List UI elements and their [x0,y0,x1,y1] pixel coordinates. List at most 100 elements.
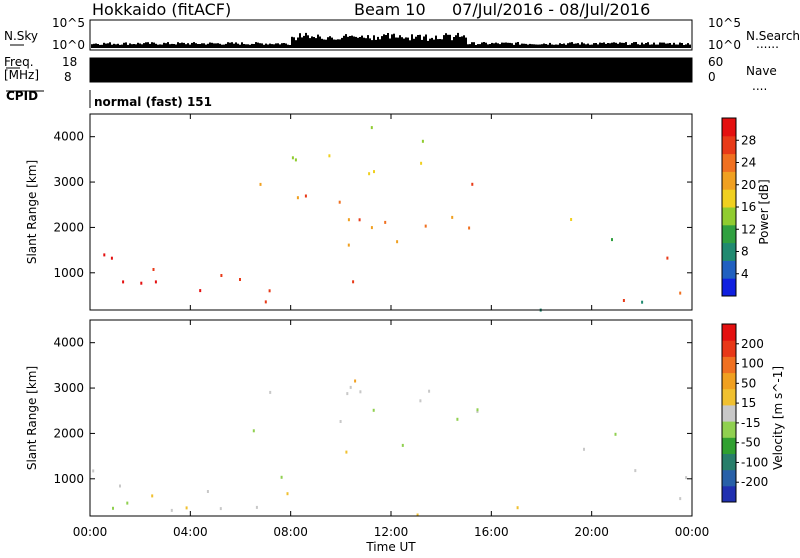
noise-bar [447,34,449,48]
noise-bar [565,44,567,48]
scatter-cell [401,443,404,447]
noise-bar [575,43,577,48]
noise-bar [217,43,219,48]
y-tick-label: 2000 [53,426,84,440]
noise-bar [183,42,185,48]
scatter-cell [259,182,262,186]
noise-bar [287,44,289,48]
noise-bar [467,44,469,48]
scatter-cell [349,385,352,389]
noise-bar [397,37,399,48]
noise-left-label: N.Sky [4,29,38,43]
noise-bar [187,43,189,48]
noise-bar [585,44,587,48]
noise-bar [427,40,429,48]
noise-bar [261,43,263,48]
noise-bar [343,35,345,48]
noise-bar [299,33,301,48]
noise-bar [559,43,561,48]
noise-bar [627,45,629,48]
noise-bar [205,44,207,48]
scatter-cell [338,200,341,204]
noise-bar [527,44,529,48]
colorbar-tick-label: 4 [741,267,749,281]
noise-bar [199,44,201,48]
noise-bar [373,35,375,48]
noise-bar [95,43,97,48]
noise-bar [167,42,169,48]
noise-bar [101,44,103,48]
scatter-cell [352,280,355,284]
scatter-cell [199,289,202,293]
noise-left-tick-low: 10^0 [52,38,85,52]
colorbar-segment [722,278,736,297]
colorbar-segment [722,404,736,422]
noise-bar [657,44,659,48]
scatter-cell [170,508,173,512]
noise-bar [451,40,453,48]
noise-bar [423,36,425,48]
noise-bar [659,42,661,48]
noise-bar [491,42,493,48]
scatter-cell [372,408,375,412]
noise-bar [359,37,361,48]
y-tick-label: 1000 [53,472,84,486]
scatter-cell [347,243,350,247]
scatter-cell [359,390,362,394]
nave-tick-low: 0 [708,70,716,84]
noise-bar [379,39,381,48]
noise-bar [511,43,513,48]
noise-bar [161,44,163,48]
noise-bar [673,42,675,48]
colorbar-tick-label: 20 [741,178,756,192]
scatter-cell [345,450,348,454]
scatter-cell [471,182,474,186]
noise-bar [111,44,113,48]
scatter-cell [252,429,255,433]
scatter-cell [220,274,223,277]
noise-bar [449,34,451,48]
noise-bar [99,44,101,48]
noise-bar [489,44,491,48]
noise-bar [301,37,303,48]
noise-bar [591,44,593,48]
velocity-scatter [92,379,688,517]
noise-bar [171,43,173,48]
noise-bar [203,43,205,48]
noise-bar [667,43,669,48]
noise-bar [531,44,533,48]
scatter-cell [328,154,331,158]
noise-bar [675,44,677,48]
noise-bar [445,33,447,48]
noise-bar [455,35,457,48]
noise-bar [117,43,119,48]
noise-bar [357,37,359,48]
noise-bar [421,39,423,48]
noise-bar [475,45,477,48]
freq-unit: [MHz] [4,68,39,82]
noise-bar [113,43,115,48]
noise-bar [617,43,619,48]
noise-bar [513,44,515,48]
x-tick-label: 04:00 [173,525,208,539]
colorbar-segment [722,453,736,471]
noise-bar [293,37,295,48]
noise-bar [181,42,183,48]
noise-bar [685,44,687,48]
scatter-cell [622,299,625,302]
noise-bar [495,42,497,48]
noise-bar [433,39,435,48]
scatter-cell [339,420,342,423]
colorbar-segment [722,260,736,279]
noise-bar [147,42,149,48]
colorbar-tick-label: 8 [741,245,749,259]
noise-bar [271,44,273,48]
noise-bar [573,43,575,48]
freq-tick-low: 8 [64,70,72,84]
noise-bar [367,35,369,48]
noise-bar [595,43,597,48]
noise-bar [413,38,415,48]
noise-bar [259,43,261,48]
scatter-cell [119,484,121,488]
noise-bar [601,42,603,48]
